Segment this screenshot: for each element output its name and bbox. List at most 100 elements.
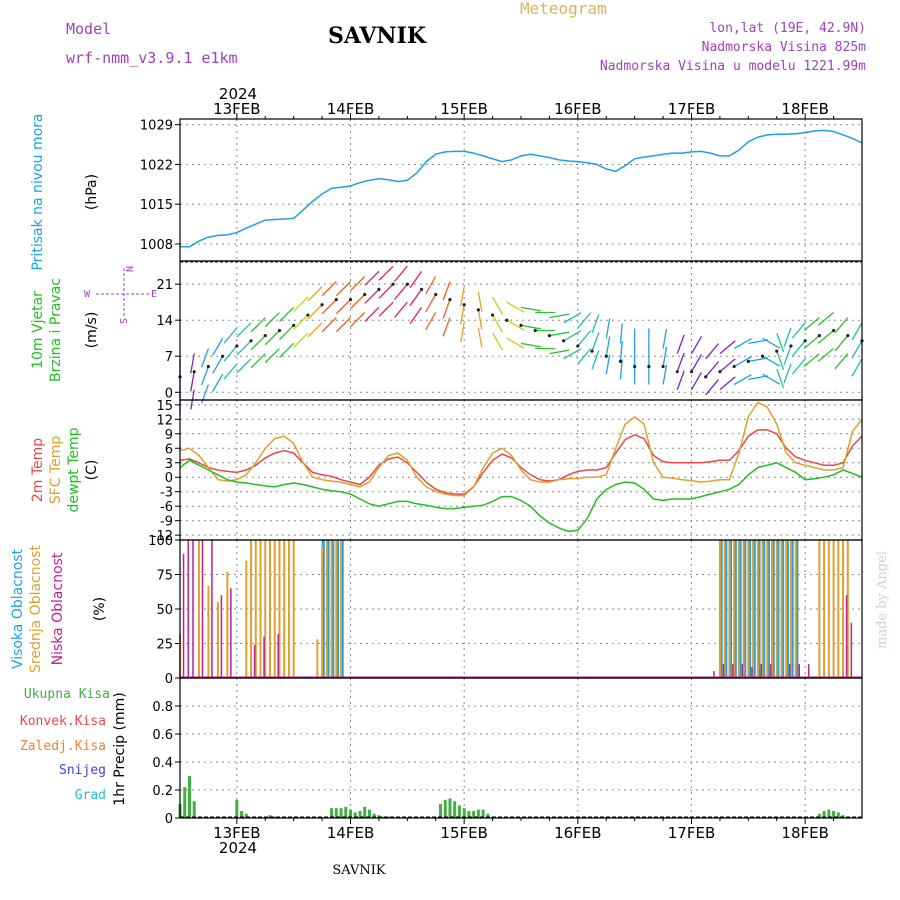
wind-barb bbox=[350, 294, 366, 310]
cloud-ylabel-2: Srednja Oblacnost bbox=[28, 545, 44, 673]
mid-cloud-bar bbox=[737, 540, 740, 678]
precip-bar bbox=[443, 799, 447, 818]
dewpt-line bbox=[179, 459, 863, 533]
y-tick-label: 0.4 bbox=[152, 756, 173, 771]
wind-barb bbox=[662, 328, 668, 349]
precip-bar bbox=[476, 809, 480, 818]
wind-barb bbox=[690, 354, 703, 373]
low-cloud-bar bbox=[789, 664, 791, 678]
precip-bar bbox=[353, 812, 357, 818]
panel-frame bbox=[179, 118, 863, 262]
mid-cloud-bar bbox=[254, 540, 257, 678]
wind-barb bbox=[719, 358, 736, 373]
mid-cloud-bar bbox=[259, 540, 262, 678]
wind-barb bbox=[236, 358, 252, 374]
wind-barb bbox=[520, 306, 541, 312]
precip-bar bbox=[453, 801, 457, 818]
wind-barb bbox=[425, 276, 437, 295]
wind-speed-point bbox=[490, 313, 495, 317]
wind-barb bbox=[783, 327, 792, 347]
wind-barb bbox=[409, 288, 423, 307]
y-tick-label: 1029 bbox=[140, 119, 173, 134]
low-cloud-bar bbox=[845, 595, 848, 678]
wind-unit: (m/s) bbox=[84, 312, 100, 349]
pressure-panel: 1008 1015 1022 1029 bbox=[140, 119, 863, 253]
y-tick-label: 15 bbox=[156, 399, 173, 414]
wind-speed-point bbox=[377, 287, 381, 291]
low-cloud-bar bbox=[798, 664, 800, 678]
wind-barb bbox=[619, 359, 623, 380]
wind-barb bbox=[817, 348, 835, 362]
low-cloud-bar bbox=[220, 595, 223, 678]
wind-barb bbox=[803, 317, 820, 332]
mid-cloud-bar bbox=[250, 540, 253, 678]
wind-speed-point bbox=[846, 334, 850, 338]
compass-e: E bbox=[151, 289, 157, 300]
wind-speed-point bbox=[405, 282, 409, 286]
high-cloud-bar bbox=[340, 540, 344, 678]
precip-bar bbox=[192, 801, 196, 818]
wind-speed-point bbox=[292, 323, 296, 327]
high-cloud-bar bbox=[743, 540, 747, 678]
wind-barb bbox=[321, 317, 337, 333]
wind-barb bbox=[851, 358, 863, 377]
wind-speed-point bbox=[760, 354, 765, 358]
day-label-bottom: 15FEB bbox=[440, 824, 487, 842]
low-cloud-bar bbox=[277, 633, 280, 678]
wind-barb bbox=[477, 327, 483, 348]
wind-barb bbox=[364, 270, 380, 286]
wind-barb bbox=[748, 375, 769, 381]
mid-cloud-bar bbox=[268, 540, 271, 678]
lonlat-label: lon,lat (19E, 42.9N) bbox=[709, 21, 866, 36]
day-label-top: 16FEB bbox=[554, 100, 601, 118]
precip-bar bbox=[386, 816, 390, 818]
mid-cloud-bar bbox=[321, 546, 324, 678]
wind-barb bbox=[321, 299, 337, 315]
precip-ylabel: 1hr Precip (mm) bbox=[112, 692, 128, 805]
y-tick-label: 1022 bbox=[140, 158, 173, 173]
wind-barb bbox=[733, 355, 752, 368]
mid-cloud-bar bbox=[335, 540, 338, 678]
wind-barb bbox=[200, 366, 210, 386]
mid-cloud-bar bbox=[226, 571, 229, 678]
wind-panel: 0 7 14 21 bbox=[156, 261, 864, 415]
mid-cloud-bar bbox=[752, 540, 755, 678]
panel-frame bbox=[179, 260, 863, 401]
wind-speed-point bbox=[604, 354, 608, 358]
high-cloud-bar bbox=[757, 540, 761, 678]
model-altitude-label: Nadmorska Visina u modelu 1221.99m bbox=[600, 59, 866, 74]
high-cloud-bar bbox=[766, 540, 770, 678]
wind-speed-point bbox=[803, 339, 807, 343]
wind-barb bbox=[619, 323, 623, 344]
precip-bar bbox=[827, 809, 831, 818]
high-cloud-bar bbox=[326, 540, 330, 678]
wind-barb bbox=[791, 358, 806, 375]
low-cloud-bar bbox=[253, 644, 256, 678]
wind-barb bbox=[460, 286, 465, 307]
wind-barb bbox=[212, 355, 224, 374]
mid-cloud-bar bbox=[761, 540, 764, 678]
cloud-ylabel-1: Visoka Oblacnost bbox=[10, 548, 26, 669]
mid-cloud-bar bbox=[197, 540, 200, 678]
mid-cloud-bar bbox=[728, 540, 731, 678]
compass-rose: N W E S bbox=[84, 266, 157, 324]
cloud-panel: 100 75 50 25 0 bbox=[148, 534, 862, 687]
wind-speed-point bbox=[192, 370, 196, 374]
wind-barb bbox=[506, 337, 525, 349]
wind-speed-point bbox=[675, 370, 679, 374]
mid-cloud-bar bbox=[780, 540, 783, 678]
wind-barb bbox=[733, 337, 752, 350]
day-label-bottom: 16FEB bbox=[554, 824, 601, 842]
precip-bar bbox=[457, 805, 461, 818]
day-label-bottom: 18FEB bbox=[781, 824, 828, 842]
wind-speed-point bbox=[320, 303, 324, 307]
mid-cloud-bar bbox=[771, 540, 774, 678]
wind-barb bbox=[307, 286, 323, 302]
wind-barb bbox=[460, 304, 465, 325]
mid-cloud-bar bbox=[756, 540, 759, 678]
wind-barb bbox=[492, 296, 504, 315]
precip-bar bbox=[472, 811, 476, 818]
wind-speed-point bbox=[306, 313, 310, 317]
wind-barb bbox=[321, 281, 337, 297]
wind-barb bbox=[293, 296, 309, 312]
